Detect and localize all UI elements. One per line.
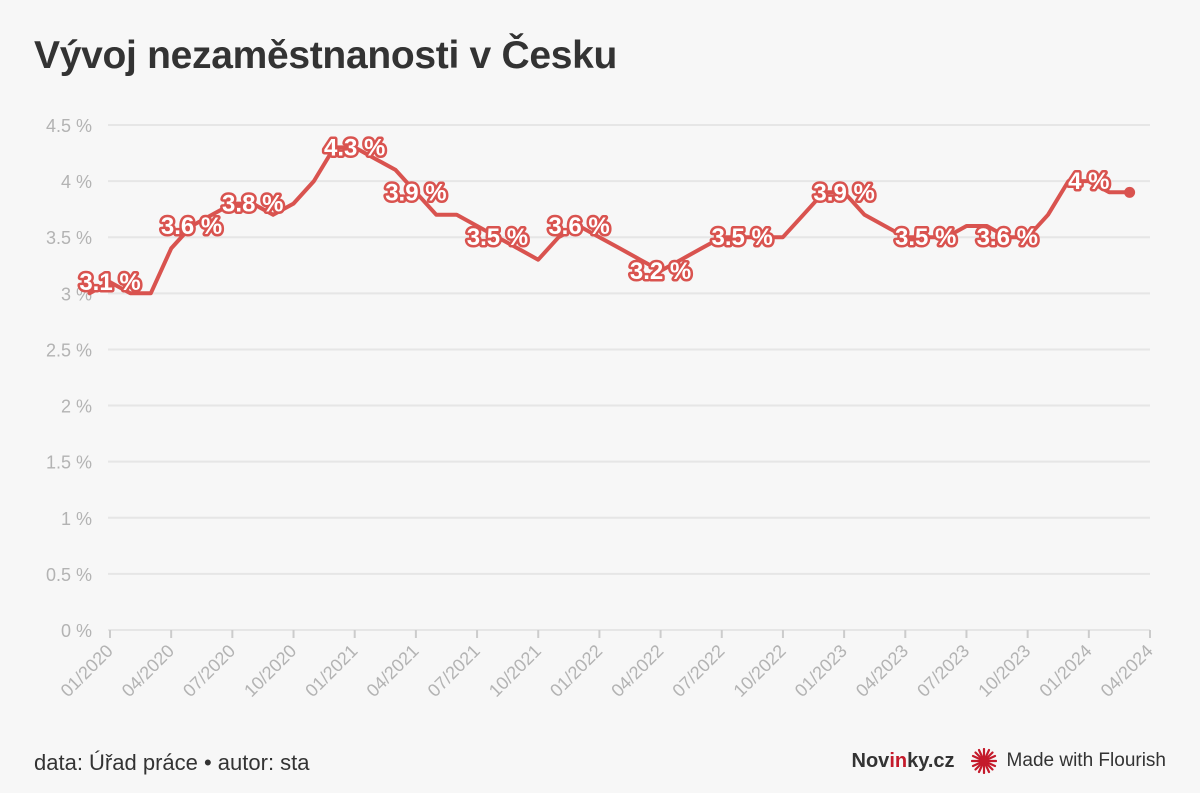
series-line (87, 145, 1132, 296)
x-tick-label: 04/2020 (118, 641, 178, 701)
x-tick-label: 01/2023 (791, 641, 851, 701)
x-tick-label: 07/2020 (179, 641, 239, 701)
data-label: 3.5 % (895, 224, 956, 251)
y-tick-label: 0.5 % (46, 565, 92, 585)
x-tick-label: 07/2021 (424, 641, 484, 701)
data-label: 3.1 % (79, 269, 140, 296)
data-label: 3.6 % (161, 213, 222, 240)
data-label: 4 % (1068, 168, 1109, 195)
novinky-logo[interactable]: Novinky.cz (851, 749, 955, 772)
y-tick-label: 2.5 % (46, 340, 92, 360)
chart-title: Vývoj nezaměstnanosti v Česku (34, 34, 618, 77)
data-label: 3.9 % (385, 179, 446, 206)
data-label: 3.5 % (467, 224, 528, 251)
x-tick-label: 04/2023 (852, 641, 912, 701)
x-tick-label: 07/2023 (913, 641, 973, 701)
y-tick-label: 3.5 % (46, 228, 92, 248)
y-tick-label: 2 % (61, 397, 92, 417)
x-tick-label: 07/2022 (668, 641, 728, 701)
x-tick-label: 01/2020 (57, 641, 117, 701)
x-tick-label: 10/2022 (730, 641, 790, 701)
x-tick-label: 01/2024 (1035, 641, 1095, 701)
data-label: 3.2 % (630, 258, 691, 285)
data-label: 3.5 % (711, 224, 772, 251)
data-label: 3.9 % (813, 179, 874, 206)
source-credit: data: Úřad práce • autor: sta (34, 750, 310, 775)
data-label: 3.8 % (222, 191, 283, 218)
x-tick-label: 10/2020 (240, 641, 300, 701)
data-label: 3.6 % (977, 224, 1038, 251)
made-with-flourish-link[interactable]: Made with Flourish (1006, 750, 1166, 771)
data-label: 3.6 % (548, 213, 609, 240)
y-tick-label: 1.5 % (46, 453, 92, 473)
x-tick-label: 10/2023 (974, 641, 1034, 701)
footer-branding: Novinky.cz Made with Flourish (852, 748, 1166, 774)
x-tick-label: 04/2024 (1097, 641, 1157, 701)
x-tick-label: 01/2021 (301, 641, 361, 701)
flourish-icon (970, 748, 997, 774)
data-label: 4.3 % (324, 134, 385, 161)
y-tick-label: 3 % (61, 284, 92, 304)
x-tick-label: 10/2021 (485, 641, 545, 701)
y-tick-label: 4 % (61, 172, 92, 192)
x-tick-label: 04/2022 (607, 641, 667, 701)
series-end-point (1124, 186, 1136, 198)
y-tick-label: 0 % (61, 621, 92, 641)
x-tick-label: 04/2021 (363, 641, 423, 701)
x-tick-label: 01/2022 (546, 641, 606, 701)
y-tick-label: 1 % (61, 509, 92, 529)
y-tick-label: 4.5 % (46, 116, 92, 136)
